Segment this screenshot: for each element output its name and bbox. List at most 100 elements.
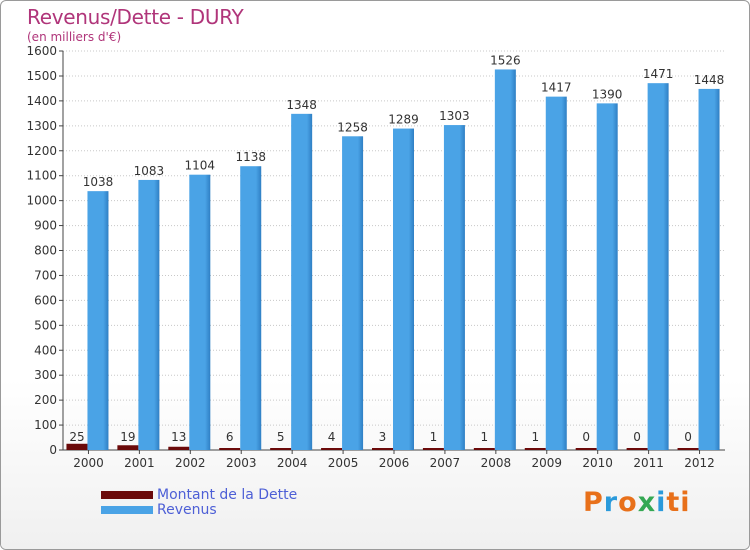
legend: Montant de la Dette Revenus [101, 486, 298, 518]
data-label-debt: 0 [633, 430, 641, 444]
bar-revenue [240, 166, 262, 450]
y-tick-label: 1200 [26, 144, 57, 158]
y-tick-label: 1300 [26, 119, 57, 133]
bar-debt [321, 448, 343, 450]
bar-revenue [393, 128, 414, 450]
y-tick-label: 1500 [26, 69, 57, 83]
data-label-revenue: 1417 [541, 81, 572, 95]
data-label-debt: 25 [69, 430, 84, 444]
chart-title: Revenus/Dette - DURY [27, 5, 244, 29]
bar-debt [575, 448, 597, 450]
legend-item-revenue: Revenus [101, 501, 297, 518]
x-tick-label: 2012 [684, 456, 715, 470]
logo-letter-r: r [603, 487, 619, 518]
data-label-debt: 1 [481, 430, 489, 444]
bar-debt [117, 445, 139, 450]
bar-revenue [545, 96, 567, 451]
bar-revenue [443, 125, 465, 450]
y-tick-label: 1000 [26, 194, 57, 208]
bar-revenue [87, 191, 109, 450]
legend-item-debt: Montant de la Dette [101, 486, 298, 503]
x-tick-label: 2011 [633, 456, 664, 470]
data-label-debt: 5 [277, 430, 285, 444]
legend-swatch-debt [101, 490, 153, 499]
y-tick-label: 300 [34, 368, 57, 382]
logo-letter-o: o [618, 487, 638, 518]
y-tick-label: 1600 [26, 44, 57, 58]
y-tick-label: 0 [49, 443, 57, 457]
data-label-revenue: 1138 [235, 150, 266, 164]
bar-debt [677, 448, 699, 450]
x-tick-label: 2007 [430, 456, 461, 470]
data-label-revenue: 1303 [439, 109, 470, 123]
x-tick-label: 2001 [124, 456, 155, 470]
data-label-debt: 0 [684, 430, 692, 444]
x-tick-label: 2002 [175, 456, 206, 470]
bar-revenue [342, 136, 364, 450]
data-label-revenue: 1083 [134, 164, 165, 178]
bar-debt [168, 446, 190, 450]
bar-debt [219, 448, 241, 450]
bar-revenue [647, 83, 669, 450]
data-label-debt: 19 [120, 430, 135, 444]
bar-debt [372, 448, 393, 450]
y-tick-label: 500 [34, 318, 57, 332]
x-tick-label: 2010 [582, 456, 613, 470]
data-label-debt: 6 [226, 430, 234, 444]
x-tick-label: 2009 [531, 456, 562, 470]
data-label-revenue: 1390 [592, 87, 623, 101]
bar-debt [270, 448, 292, 450]
bar-debt [422, 448, 444, 450]
bar-debt [473, 448, 495, 450]
y-tick-label: 400 [34, 343, 57, 357]
bar-revenue [138, 179, 160, 450]
logo-letter-i: i [656, 487, 667, 518]
y-tick-label: 1100 [26, 169, 57, 183]
data-label-revenue: 1348 [286, 98, 317, 112]
data-label-revenue: 1526 [490, 53, 521, 67]
logo-letter-p: P [583, 487, 604, 518]
bar-debt [66, 443, 88, 450]
data-label-debt: 0 [582, 430, 590, 444]
data-label-debt: 3 [379, 430, 387, 444]
y-tick-label: 600 [34, 293, 57, 307]
legend-swatch-revenue [101, 505, 153, 514]
logo-letter-ti: ti [666, 487, 691, 518]
x-tick-label: 2000 [73, 456, 104, 470]
bar-revenue [291, 113, 313, 450]
bar-debt [626, 448, 648, 450]
data-label-debt: 13 [171, 430, 186, 444]
data-label-revenue: 1258 [337, 120, 368, 134]
proxiti-logo: Proxiti [583, 487, 691, 518]
x-tick-label: 2004 [277, 456, 308, 470]
bar-revenue [596, 103, 618, 451]
data-label-revenue: 1104 [185, 159, 216, 173]
y-tick-label: 1400 [26, 94, 57, 108]
x-tick-label: 2003 [226, 456, 257, 470]
y-tick-label: 100 [34, 418, 57, 432]
data-label-revenue: 1038 [83, 175, 114, 189]
data-label-revenue: 1471 [643, 67, 674, 81]
bar-debt [524, 448, 546, 450]
y-tick-label: 800 [34, 244, 57, 258]
y-tick-label: 700 [34, 268, 57, 282]
data-label-debt: 4 [328, 430, 336, 444]
data-label-debt: 1 [531, 430, 539, 444]
data-label-revenue: 1448 [694, 73, 725, 87]
legend-label-debt: Montant de la Dette [157, 486, 298, 503]
bar-revenue [494, 69, 516, 451]
y-tick-label: 900 [34, 219, 57, 233]
data-label-debt: 1 [430, 430, 438, 444]
y-tick-label: 200 [34, 393, 57, 407]
chart-subtitle: (en milliers d'€) [27, 30, 122, 44]
x-tick-label: 2008 [481, 456, 512, 470]
logo-letter-x: x [637, 487, 657, 518]
x-tick-label: 2005 [328, 456, 359, 470]
data-label-revenue: 1289 [388, 113, 419, 127]
background-gradient [1, 379, 749, 549]
bar-revenue [189, 174, 211, 450]
legend-label-revenue: Revenus [157, 501, 217, 518]
bar-revenue [698, 88, 720, 450]
